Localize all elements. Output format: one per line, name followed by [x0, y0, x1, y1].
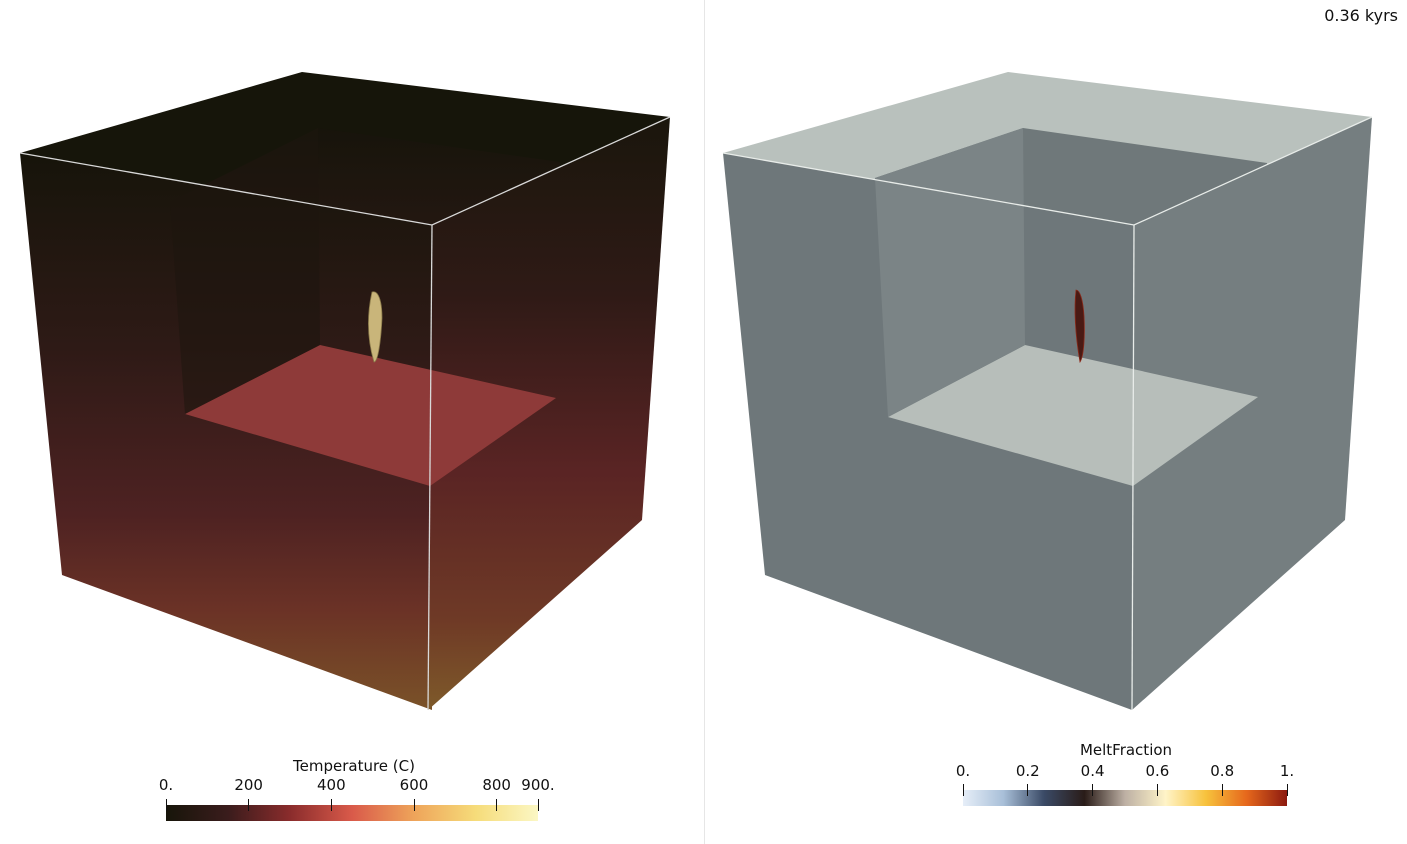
meltfraction-tick-label: 0.4	[1080, 762, 1105, 780]
meltfraction-tick-mark	[1092, 784, 1094, 796]
temperature-tick-label: 0.	[158, 776, 174, 794]
temperature-tick-label: 600	[399, 776, 429, 794]
intrusion-isosurface	[1074, 289, 1085, 364]
time-label: 0.36 kyrs	[1324, 6, 1398, 25]
meltfraction-tick-mark	[962, 784, 964, 796]
temperature-tick-mark	[413, 799, 415, 811]
meltfraction-tick-label: 0.	[955, 762, 971, 780]
cube-vertical-edge	[427, 224, 433, 711]
intrusion-isosurface	[368, 291, 383, 363]
temperature-render-view[interactable]: Temperature (C) 0. 200 400 600 800 900.	[0, 0, 704, 844]
cube-left-face	[20, 153, 432, 710]
cube-right-face	[1132, 117, 1372, 710]
cutaway-floor	[185, 345, 556, 486]
cutaway-side-wall	[875, 128, 1025, 417]
temperature-tick-mark	[537, 799, 539, 811]
temperature-tick-mark	[248, 799, 250, 811]
meltfraction-colorbar-title: MeltFraction	[1079, 741, 1173, 759]
cube-vertical-edge	[1131, 224, 1135, 711]
meltfraction-tick-label: 0.6	[1145, 762, 1170, 780]
temperature-colorbar	[166, 805, 538, 821]
meltfraction-3d-scene[interactable]	[705, 0, 1407, 844]
meltfraction-tick-label: 1.	[1279, 762, 1295, 780]
temperature-tick-mark	[165, 799, 167, 811]
cutaway-floor	[888, 345, 1258, 486]
cube-left-face	[723, 153, 1134, 710]
temperature-tick-label: 900.	[521, 776, 555, 794]
temperature-tick-label: 800	[482, 776, 511, 794]
meltfraction-tick-mark	[1221, 784, 1223, 796]
meltfraction-tick-mark	[1286, 784, 1288, 796]
meltfraction-render-view[interactable]: MeltFraction 0. 0.2 0.4 0.6 0.8 1.	[705, 0, 1407, 844]
temperature-tick-label: 400	[317, 776, 346, 794]
temperature-tick-mark	[496, 799, 498, 811]
temperature-3d-scene[interactable]	[0, 0, 704, 844]
meltfraction-tick-mark	[1156, 784, 1158, 796]
meltfraction-colorbar	[963, 790, 1287, 806]
meltfraction-tick-label: 0.8	[1210, 762, 1235, 780]
temperature-colorbar-title: Temperature (C)	[293, 757, 415, 775]
view-divider[interactable]	[704, 0, 705, 844]
temperature-tick-label: 200	[234, 776, 263, 794]
meltfraction-tick-mark	[1027, 784, 1029, 796]
meltfraction-tick-label: 0.2	[1015, 762, 1040, 780]
cube-right-face	[428, 117, 670, 710]
temperature-tick-mark	[330, 799, 332, 811]
